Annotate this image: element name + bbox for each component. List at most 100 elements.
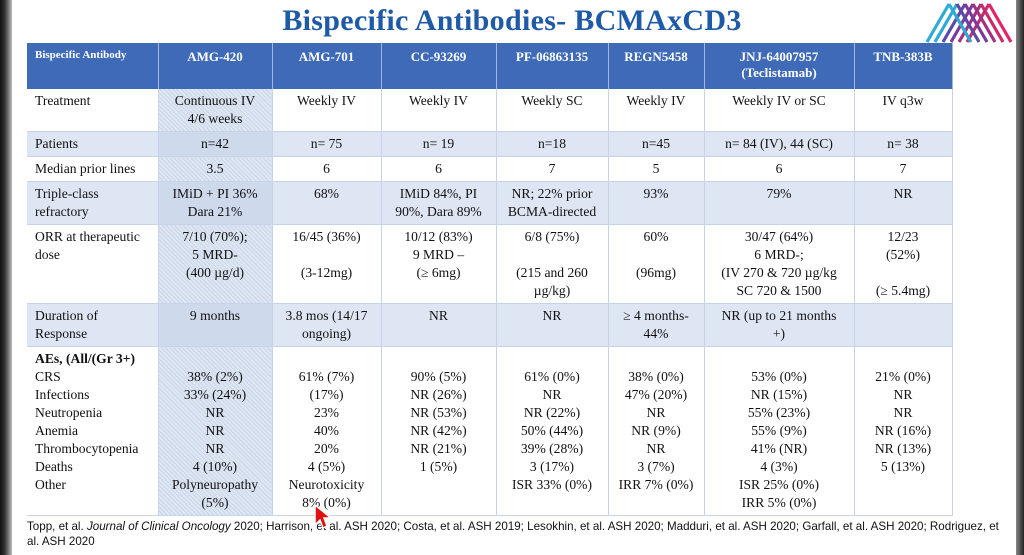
cell-line: (≥ 5.4mg) — [875, 283, 931, 298]
cell-line: NR — [893, 405, 913, 420]
bispecific-antibodies-table: Bispecific Antibody AMG-420 AMG-701 CC-9326… — [27, 43, 953, 516]
cell-cc93269: Weekly IV — [381, 89, 497, 132]
cell-line: n= 75 — [310, 136, 343, 151]
header-text: AMG-420 — [187, 49, 243, 64]
header-label: Bispecific Antibody — [27, 43, 159, 89]
cell-line: Continuous IV — [174, 93, 256, 108]
cell-line: 4 (5%) — [307, 459, 346, 474]
cell-line: n= 19 — [422, 136, 455, 151]
cell-line: Median prior lines — [35, 161, 136, 176]
cell-line — [501, 246, 604, 264]
cell-line: 3 (17%) — [529, 459, 575, 474]
cell-line: Duration of — [35, 308, 99, 323]
cell-line: 3.8 mos (14/17 — [285, 308, 368, 323]
cell-line: NR — [893, 387, 913, 402]
header-text: Bispecific Antibody — [35, 49, 127, 61]
cell-line: Other — [35, 477, 66, 492]
cell-pf06863135: NR; 22% prior BCMA-directed — [496, 181, 609, 225]
cell-cc93269: IMiD 84%, PI 90%, Dara 89% — [381, 181, 497, 225]
cell-amg701: 3.8 mos (14/17 ongoing) — [272, 303, 382, 347]
cell-line: 38% (0%) — [628, 369, 684, 384]
cell-line: ISR 25% (0%) — [738, 477, 820, 492]
cell-amg420: 9 months — [158, 303, 273, 347]
cell-line: (IV 270 & 720 µg/kg — [721, 265, 837, 280]
cell-tnb383b: 7 — [854, 156, 953, 182]
cell-amg701: n= 75 — [272, 131, 382, 157]
reference-author: Topp, et al. — [27, 520, 87, 533]
reference-journal: Journal of Clinical Oncology — [86, 520, 231, 533]
cell-line: IRR 5% (0%) — [741, 495, 817, 510]
cell-line: NR — [205, 423, 225, 438]
screen-edge-left — [0, 0, 12, 555]
row-label: Treatment — [27, 89, 159, 132]
table-row-triple-class-refractory: Triple-class refractory IMiD + PI 36% Dara … — [27, 181, 953, 225]
cell-line: 61% (0%) — [524, 369, 580, 384]
header-jnj64007957: JNJ-64007957 (Teclistamab) — [704, 43, 855, 89]
cell-line: Weekly IV — [626, 93, 686, 108]
cell-line — [613, 350, 700, 368]
cell-tnb383b: n= 38 — [854, 131, 953, 157]
cell-pf06863135: 61% (0%) NR NR (22%) 50% (44%) 39% (28%) 3 (1… — [496, 346, 609, 516]
cell-line: 6 — [775, 161, 783, 176]
cell-line: Response — [35, 326, 88, 341]
cell-line — [613, 246, 700, 264]
cell-line: NR (9%) — [631, 423, 681, 438]
table-row-orr: ORR at therapeutic dose 7/10 (70%); 5 MRD- (… — [27, 224, 953, 304]
cell-line: 30/47 (64%) — [744, 229, 814, 244]
header-text: JNJ-64007957 — [739, 49, 819, 64]
row-label: Patients — [27, 131, 159, 157]
cell-amg420: Continuous IV 4/6 weeks — [158, 89, 273, 132]
header-pf06863135: PF-06863135 — [496, 43, 609, 89]
cell-jnj64007957: Weekly IV or SC — [704, 89, 855, 132]
cell-line: IV q3w — [882, 93, 924, 108]
cell-line: 9 MRD – — [412, 247, 465, 262]
cell-line: Neurotoxicity — [288, 477, 365, 492]
cell-regn5458: 38% (0%) 47% (20%) NR NR (9%) NR 3 (7%) IRR 7%… — [608, 346, 705, 516]
cell-line: IMiD + PI 36% — [172, 186, 258, 201]
header-tnb383b: TNB-383B — [854, 43, 953, 89]
cell-line: 53% (0%) — [751, 369, 807, 384]
cell-line: 5 (13%) — [880, 459, 926, 474]
header-amg420: AMG-420 — [158, 43, 273, 89]
header-text: CC-93269 — [410, 49, 467, 64]
cell-line: 6/8 (75%) — [524, 229, 580, 244]
cell-regn5458: ≥ 4 months- 44% — [608, 303, 705, 347]
slide-title: Bispecific Antibodies- BCMAxCD3 — [282, 4, 742, 37]
cell-line: 21% (0%) — [875, 369, 931, 384]
reference-list: 2020; Harrison, et al. ASH 2020; Costa, … — [27, 520, 999, 548]
cell-line: 68% — [314, 186, 339, 201]
cell-line: Anemia — [35, 423, 79, 438]
cell-line: 33% (24%) — [183, 387, 247, 402]
screen-edge-right — [1016, 0, 1024, 555]
cell-amg420: 7/10 (70%); 5 MRD- (400 µg/d) — [158, 224, 273, 304]
cell-line: 4 (10%) — [192, 459, 238, 474]
header-amg701: AMG-701 — [272, 43, 382, 89]
cell-line: NR — [429, 308, 448, 323]
cell-tnb383b: IV q3w — [854, 89, 953, 132]
cell-line: Weekly IV or SC — [732, 93, 826, 108]
cell-line: (400 µg/d) — [185, 265, 245, 280]
cell-line: NR (21%) — [410, 441, 467, 456]
cell-line: ORR at therapeutic — [35, 229, 140, 244]
header-text: TNB-383B — [873, 49, 933, 64]
cell-jnj64007957: 30/47 (64%) 6 MRD-; (IV 270 & 720 µg/kg SC … — [704, 224, 855, 304]
cell-line: (96mg) — [635, 265, 677, 280]
cell-line: 79% — [766, 186, 792, 201]
cell-line: 6 — [323, 161, 330, 176]
cell-jnj64007957: 6 — [704, 156, 855, 182]
row-label: AEs, (All/(Gr 3+) CRS Infections Neutropeni… — [27, 346, 159, 516]
cell-pf06863135: 7 — [496, 156, 609, 182]
cell-amg420: IMiD + PI 36% Dara 21% — [158, 181, 273, 225]
header-text: REGN5458 — [624, 49, 688, 64]
cell-line: 7 — [899, 161, 907, 176]
cell-line: NR; 22% prior — [511, 186, 593, 201]
table-header-row: Bispecific Antibody AMG-420 AMG-701 CC-9326… — [27, 43, 953, 89]
table-row-patients: Patients n=42 n= 75 n= 19 n=18 n=45 n= 84 (IV)… — [27, 131, 953, 157]
cell-line: NR (26%) — [410, 387, 467, 402]
row-label: ORR at therapeutic dose — [27, 224, 159, 304]
cell-line: NR — [646, 441, 666, 456]
cell-line — [163, 350, 268, 368]
cell-jnj64007957: n= 84 (IV), 44 (SC) — [704, 131, 855, 157]
cell-regn5458: 93% — [608, 181, 705, 225]
cell-line — [501, 350, 604, 368]
